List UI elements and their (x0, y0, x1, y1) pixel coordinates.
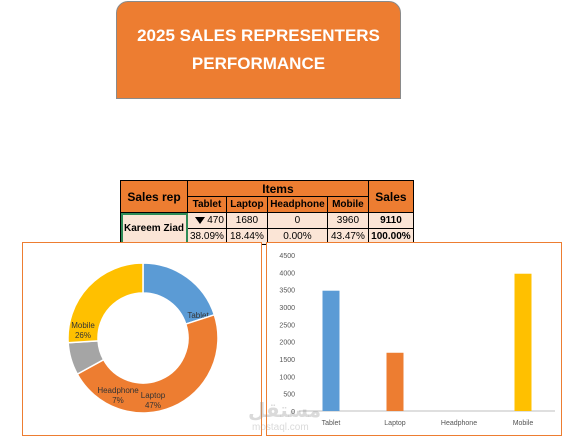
bar-chart: 0 500 1000 1500 2000 2500 3000 3500 4000 4500 Tabl… (279, 253, 555, 427)
title-banner: 2025 SALES REPRESENTERS PERFORMANCE (116, 1, 401, 99)
y-tick-label: 4000 (279, 270, 295, 277)
y-tick-label: 2500 (279, 322, 295, 329)
value-tablet[interactable]: 470 (187, 212, 227, 229)
title-line-2: PERFORMANCE (191, 54, 326, 73)
doughnut-percent-laptop: 47% (145, 401, 161, 410)
col-laptop: Laptop (225, 196, 268, 213)
bar-tablet[interactable] (322, 290, 340, 411)
doughnut-label-headphone: Headphone (97, 386, 139, 395)
y-tick-label: 500 (283, 392, 295, 399)
doughnut-label-laptop: Laptop (141, 391, 166, 400)
rep-name-cell[interactable]: Kareem Ziad (120, 212, 188, 245)
y-tick-label: 1500 (279, 357, 295, 364)
doughnut-slice-laptop[interactable] (76, 313, 219, 414)
bar-laptop[interactable] (386, 352, 404, 411)
x-tick-label-mobile: Mobile (513, 420, 534, 427)
doughnut-label-mobile: Mobile (71, 321, 95, 330)
x-tick-label-tablet: Tablet (322, 420, 341, 427)
percent-laptop: 18.44% (225, 228, 268, 245)
x-tick-label-headphone: Headphone (441, 420, 477, 427)
doughnut-slice-mobile[interactable] (67, 262, 144, 344)
percent-total: 100.00% (367, 228, 414, 245)
sales-rep-header: Sales rep (120, 180, 188, 213)
y-tick-label: 0 (291, 409, 295, 416)
watermark-url: mostaql.com (252, 422, 309, 433)
bar-chart-panel[interactable]: 0 500 1000 1500 2000 2500 3000 3500 4000 4500 Tabl… (266, 242, 562, 436)
value-laptop: 1680 (225, 212, 268, 229)
y-tick-label: 2000 (279, 340, 295, 347)
doughnut-percent-headphone: 7% (112, 396, 124, 405)
dropdown-arrow-icon[interactable] (195, 216, 206, 224)
x-tick-label-laptop: Laptop (384, 420, 406, 427)
value-headphone: 0 (266, 212, 328, 229)
y-tick-label: 3000 (279, 305, 295, 312)
sales-total: 9110 (367, 212, 414, 229)
sales-summary-table: Sales rep Items Sales Tablet Laptop Head… (120, 180, 414, 245)
y-tick-label: 4500 (279, 253, 295, 260)
title-line-1: 2025 SALES REPRESENTERS (137, 26, 380, 45)
col-headphone: Headphone (266, 196, 328, 213)
watermark-logo: مستقل (248, 400, 322, 422)
items-header: Items (187, 180, 369, 197)
value-mobile: 3960 (326, 212, 369, 229)
sales-header: Sales (367, 180, 414, 213)
doughnut-percent-mobile: 26% (75, 331, 91, 340)
percent-tablet: 38.09% (187, 228, 227, 245)
bar-mobile[interactable] (514, 273, 532, 411)
col-tablet: Tablet (187, 196, 227, 213)
doughnut-label-tablet: Tablet (187, 311, 209, 320)
col-mobile: Mobile (326, 196, 369, 213)
y-tick-label: 1000 (279, 374, 295, 381)
y-tick-label: 3500 (279, 288, 295, 295)
